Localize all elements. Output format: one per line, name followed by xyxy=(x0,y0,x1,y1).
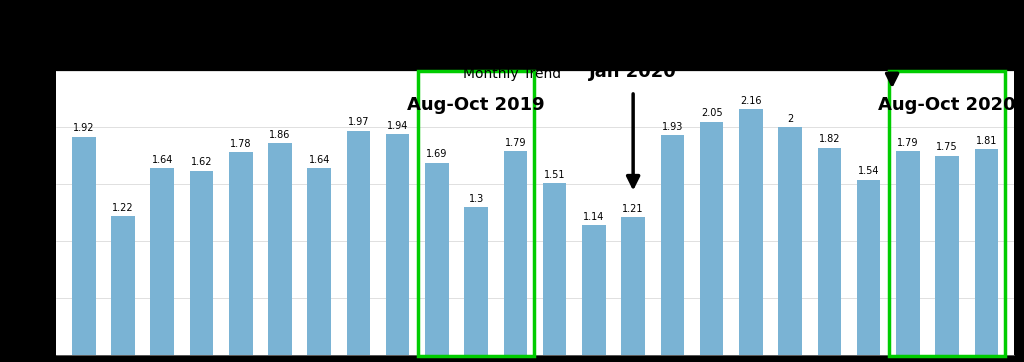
Bar xyxy=(739,109,763,355)
Text: 2: 2 xyxy=(787,114,794,124)
Bar xyxy=(268,143,292,355)
Text: 1.78: 1.78 xyxy=(230,139,252,149)
Bar xyxy=(889,71,1006,356)
Text: 1.22: 1.22 xyxy=(113,203,134,213)
Bar xyxy=(660,135,684,355)
Bar xyxy=(189,171,213,355)
Bar xyxy=(307,168,331,355)
Text: 1.3: 1.3 xyxy=(469,194,483,203)
Bar xyxy=(896,151,920,355)
Bar xyxy=(622,217,645,355)
Text: Monthly Trend: Monthly Trend xyxy=(463,67,561,81)
Text: 1.75: 1.75 xyxy=(936,142,957,152)
Bar xyxy=(778,127,802,355)
Bar xyxy=(465,207,488,355)
Text: 1.62: 1.62 xyxy=(190,157,212,167)
Text: 1.93: 1.93 xyxy=(662,122,683,132)
Bar xyxy=(582,225,605,355)
Bar xyxy=(504,151,527,355)
Bar xyxy=(347,131,371,355)
Y-axis label: BCE/Day: BCE/Day xyxy=(20,190,31,235)
Bar xyxy=(229,152,253,355)
Text: 1.14: 1.14 xyxy=(584,212,604,222)
Text: Aug-Oct 2019: Aug-Oct 2019 xyxy=(408,96,545,114)
Bar xyxy=(112,216,135,355)
Text: 1.86: 1.86 xyxy=(269,130,291,140)
Text: 1.64: 1.64 xyxy=(152,155,173,165)
Text: 1.94: 1.94 xyxy=(387,121,409,131)
Text: Aug-Oct 2020: Aug-Oct 2020 xyxy=(879,96,1016,114)
Text: 1.21: 1.21 xyxy=(623,204,644,214)
Bar xyxy=(72,136,95,355)
Bar xyxy=(857,180,881,355)
Text: 1.79: 1.79 xyxy=(505,138,526,148)
Text: 1.92: 1.92 xyxy=(73,123,94,133)
Text: 1.51: 1.51 xyxy=(544,170,565,180)
Text: 1.81: 1.81 xyxy=(976,136,997,146)
Text: 1.69: 1.69 xyxy=(426,149,447,159)
Text: 2.16: 2.16 xyxy=(740,96,762,106)
Bar xyxy=(418,71,535,356)
Bar xyxy=(151,168,174,355)
Bar xyxy=(817,148,841,355)
Text: 1.82: 1.82 xyxy=(818,134,840,144)
Bar xyxy=(935,156,958,355)
Text: 1.79: 1.79 xyxy=(897,138,919,148)
Bar xyxy=(543,183,566,355)
Text: 1.97: 1.97 xyxy=(348,117,370,127)
Bar xyxy=(975,149,998,355)
Text: 1.54: 1.54 xyxy=(858,166,880,176)
Bar xyxy=(699,122,723,355)
Text: Jan 2020: Jan 2020 xyxy=(589,63,677,81)
Bar xyxy=(386,134,410,355)
Bar xyxy=(425,163,449,355)
Text: 2.05: 2.05 xyxy=(700,108,722,118)
Text: 1.64: 1.64 xyxy=(308,155,330,165)
